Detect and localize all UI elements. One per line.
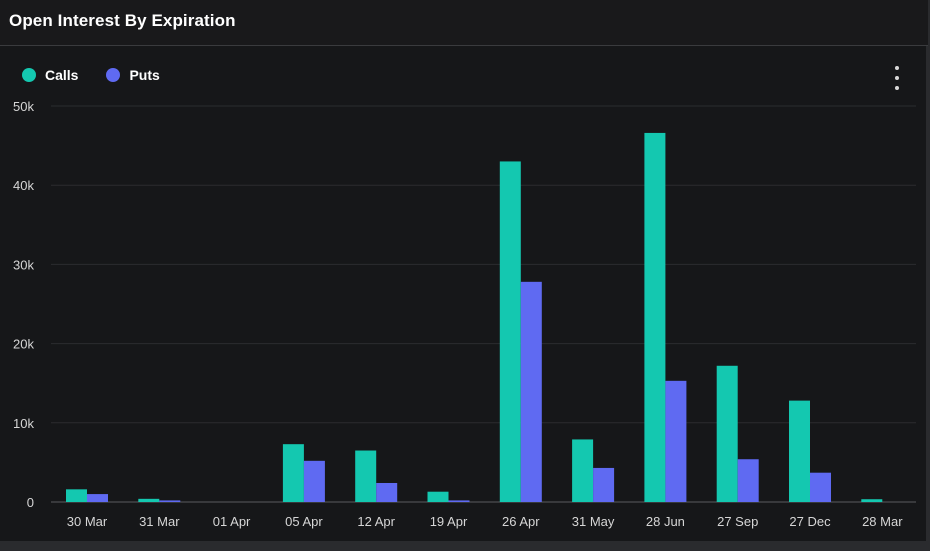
legend-item-puts[interactable]: Puts [106,67,160,83]
calls-bar [138,498,160,502]
y-tick-label: 40k [13,178,34,193]
puts-bar [520,281,542,502]
menu-dot [895,66,899,70]
calls-bar [644,132,666,503]
panel-header: Open Interest By Expiration [0,0,928,46]
x-tick-label: 12 Apr [357,514,395,529]
calls-bar [282,444,304,502]
more-vertical-icon[interactable] [888,66,906,90]
puts-bar [87,494,108,502]
y-tick-label: 30k [13,257,34,272]
chart-title: Open Interest By Expiration [9,11,236,30]
calls-bar [499,161,521,502]
calls-bar [572,439,594,502]
puts-bar [810,472,831,502]
y-tick-label: 50k [13,99,34,114]
legend-item-calls[interactable]: Calls [22,67,78,83]
puts-bar [665,380,687,502]
puts-bar [159,500,181,502]
puts-bar [376,482,398,502]
y-tick-label: 10k [13,416,34,431]
x-tick-label: 28 Mar [862,514,903,529]
x-tick-label: 28 Jun [646,514,685,529]
puts-bar [448,500,470,502]
x-tick-label: 31 Mar [139,514,180,529]
x-tick-label: 31 May [572,514,615,529]
calls-bar [861,499,883,502]
x-tick-label: 27 Dec [789,514,831,529]
calls-legend-dot-icon [22,68,36,82]
x-tick-label: 26 Apr [502,514,540,529]
legend-label-puts: Puts [129,67,160,83]
x-tick-label: 27 Sep [717,514,758,529]
x-tick-label: 05 Apr [285,514,323,529]
calls-bar [66,489,87,502]
x-tick-label: 01 Apr [213,514,251,529]
y-tick-label: 20k [13,337,34,352]
calls-bar [427,491,449,502]
legend-label-calls: Calls [45,67,79,83]
x-tick-label: 19 Apr [430,514,468,529]
puts-bar [593,467,615,502]
chart-legend: Calls Puts [22,67,188,83]
x-tick-label: 30 Mar [67,514,108,529]
y-tick-label: 0 [27,495,34,510]
puts-legend-dot-icon [106,68,121,82]
calls-bar [716,365,738,502]
calls-bar [789,400,810,502]
menu-dot [895,76,899,80]
puts-bar [303,460,325,502]
calls-bar [355,450,377,502]
puts-bar [737,459,759,502]
menu-dot [895,86,899,90]
